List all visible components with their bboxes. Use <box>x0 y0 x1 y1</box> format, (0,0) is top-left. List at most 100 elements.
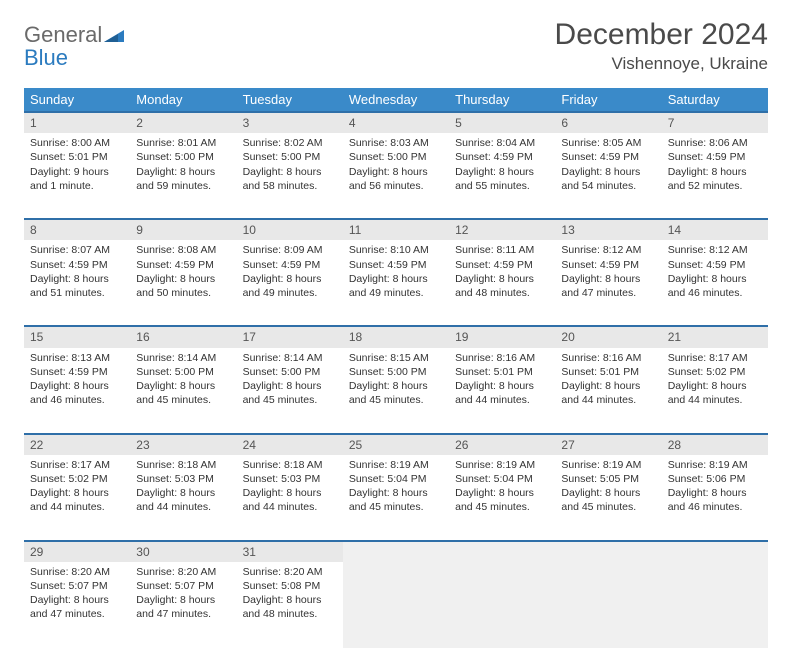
daylight-text: Daylight: 8 hours and 44 minutes. <box>243 486 337 514</box>
sunrise-text: Sunrise: 8:19 AM <box>668 458 762 472</box>
day-content-cell: Sunrise: 8:19 AMSunset: 5:04 PMDaylight:… <box>343 455 449 541</box>
day-content-cell: Sunrise: 8:20 AMSunset: 5:07 PMDaylight:… <box>130 562 236 648</box>
sunset-text: Sunset: 4:59 PM <box>243 258 337 272</box>
daylight-text: Daylight: 8 hours and 58 minutes. <box>243 165 337 193</box>
sunrise-text: Sunrise: 8:14 AM <box>243 351 337 365</box>
sunrise-text: Sunrise: 8:19 AM <box>349 458 443 472</box>
sunrise-text: Sunrise: 8:17 AM <box>668 351 762 365</box>
day-content-cell: Sunrise: 8:01 AMSunset: 5:00 PMDaylight:… <box>130 133 236 219</box>
sunset-text: Sunset: 5:00 PM <box>136 365 230 379</box>
sunset-text: Sunset: 5:08 PM <box>243 579 337 593</box>
sunset-text: Sunset: 4:59 PM <box>668 150 762 164</box>
day-content-row: Sunrise: 8:00 AMSunset: 5:01 PMDaylight:… <box>24 133 768 219</box>
sunrise-text: Sunrise: 8:16 AM <box>561 351 655 365</box>
sunset-text: Sunset: 4:59 PM <box>349 258 443 272</box>
sunrise-text: Sunrise: 8:12 AM <box>561 243 655 257</box>
location: Vishennoye, Ukraine <box>555 54 768 74</box>
logo-text-blue: Blue <box>24 45 68 70</box>
day-number-cell: 25 <box>343 434 449 455</box>
day-content-row: Sunrise: 8:17 AMSunset: 5:02 PMDaylight:… <box>24 455 768 541</box>
sunset-text: Sunset: 4:59 PM <box>668 258 762 272</box>
day-content-cell: Sunrise: 8:00 AMSunset: 5:01 PMDaylight:… <box>24 133 130 219</box>
day-number-cell <box>449 541 555 562</box>
day-number-cell: 8 <box>24 219 130 240</box>
weekday-header: Wednesday <box>343 88 449 112</box>
sunrise-text: Sunrise: 8:01 AM <box>136 136 230 150</box>
day-number-cell <box>343 541 449 562</box>
weekday-header: Saturday <box>662 88 768 112</box>
day-content-cell <box>449 562 555 648</box>
day-content-cell: Sunrise: 8:06 AMSunset: 4:59 PMDaylight:… <box>662 133 768 219</box>
sunrise-text: Sunrise: 8:08 AM <box>136 243 230 257</box>
day-number-cell: 18 <box>343 326 449 347</box>
day-content-cell: Sunrise: 8:18 AMSunset: 5:03 PMDaylight:… <box>237 455 343 541</box>
sunset-text: Sunset: 5:05 PM <box>561 472 655 486</box>
day-content-cell: Sunrise: 8:05 AMSunset: 4:59 PMDaylight:… <box>555 133 661 219</box>
weekday-header: Monday <box>130 88 236 112</box>
logo: General Blue <box>24 18 124 70</box>
day-number-cell: 22 <box>24 434 130 455</box>
day-content-cell: Sunrise: 8:14 AMSunset: 5:00 PMDaylight:… <box>237 348 343 434</box>
day-content-cell <box>662 562 768 648</box>
day-number-cell <box>555 541 661 562</box>
day-content-cell: Sunrise: 8:18 AMSunset: 5:03 PMDaylight:… <box>130 455 236 541</box>
logo-mark-icon <box>104 29 124 46</box>
sunset-text: Sunset: 4:59 PM <box>561 258 655 272</box>
day-content-cell: Sunrise: 8:19 AMSunset: 5:04 PMDaylight:… <box>449 455 555 541</box>
sunset-text: Sunset: 5:00 PM <box>243 150 337 164</box>
sunrise-text: Sunrise: 8:10 AM <box>349 243 443 257</box>
sunset-text: Sunset: 5:04 PM <box>455 472 549 486</box>
sunrise-text: Sunrise: 8:05 AM <box>561 136 655 150</box>
day-number-row: 22232425262728 <box>24 434 768 455</box>
daylight-text: Daylight: 8 hours and 48 minutes. <box>455 272 549 300</box>
daylight-text: Daylight: 8 hours and 49 minutes. <box>349 272 443 300</box>
daylight-text: Daylight: 8 hours and 44 minutes. <box>136 486 230 514</box>
sunrise-text: Sunrise: 8:13 AM <box>30 351 124 365</box>
day-content-cell: Sunrise: 8:11 AMSunset: 4:59 PMDaylight:… <box>449 240 555 326</box>
title-block: December 2024 Vishennoye, Ukraine <box>555 18 768 74</box>
day-number-cell <box>662 541 768 562</box>
sunrise-text: Sunrise: 8:20 AM <box>30 565 124 579</box>
logo-text-block: General Blue <box>24 24 124 70</box>
sunset-text: Sunset: 5:04 PM <box>349 472 443 486</box>
sunset-text: Sunset: 4:59 PM <box>455 150 549 164</box>
sunrise-text: Sunrise: 8:06 AM <box>668 136 762 150</box>
day-number-cell: 30 <box>130 541 236 562</box>
day-content-cell: Sunrise: 8:14 AMSunset: 5:00 PMDaylight:… <box>130 348 236 434</box>
day-content-row: Sunrise: 8:20 AMSunset: 5:07 PMDaylight:… <box>24 562 768 648</box>
day-number-cell: 2 <box>130 112 236 133</box>
sunrise-text: Sunrise: 8:20 AM <box>136 565 230 579</box>
day-content-cell: Sunrise: 8:12 AMSunset: 4:59 PMDaylight:… <box>662 240 768 326</box>
daylight-text: Daylight: 8 hours and 44 minutes. <box>455 379 549 407</box>
sunset-text: Sunset: 5:07 PM <box>136 579 230 593</box>
sunset-text: Sunset: 5:01 PM <box>30 150 124 164</box>
day-number-cell: 20 <box>555 326 661 347</box>
day-content-cell <box>343 562 449 648</box>
sunset-text: Sunset: 4:59 PM <box>30 258 124 272</box>
day-number-cell: 3 <box>237 112 343 133</box>
sunset-text: Sunset: 5:02 PM <box>30 472 124 486</box>
day-content-cell: Sunrise: 8:15 AMSunset: 5:00 PMDaylight:… <box>343 348 449 434</box>
day-content-cell: Sunrise: 8:20 AMSunset: 5:08 PMDaylight:… <box>237 562 343 648</box>
sunrise-text: Sunrise: 8:02 AM <box>243 136 337 150</box>
sunset-text: Sunset: 4:59 PM <box>561 150 655 164</box>
day-number-cell: 1 <box>24 112 130 133</box>
daylight-text: Daylight: 8 hours and 46 minutes. <box>668 486 762 514</box>
daylight-text: Daylight: 8 hours and 54 minutes. <box>561 165 655 193</box>
day-number-cell: 15 <box>24 326 130 347</box>
sunrise-text: Sunrise: 8:16 AM <box>455 351 549 365</box>
daylight-text: Daylight: 9 hours and 1 minute. <box>30 165 124 193</box>
sunset-text: Sunset: 5:01 PM <box>561 365 655 379</box>
day-number-cell: 27 <box>555 434 661 455</box>
sunrise-text: Sunrise: 8:09 AM <box>243 243 337 257</box>
sunrise-text: Sunrise: 8:04 AM <box>455 136 549 150</box>
day-content-cell: Sunrise: 8:19 AMSunset: 5:06 PMDaylight:… <box>662 455 768 541</box>
day-content-cell: Sunrise: 8:03 AMSunset: 5:00 PMDaylight:… <box>343 133 449 219</box>
day-number-cell: 31 <box>237 541 343 562</box>
sunset-text: Sunset: 5:00 PM <box>349 365 443 379</box>
day-content-cell: Sunrise: 8:13 AMSunset: 4:59 PMDaylight:… <box>24 348 130 434</box>
daylight-text: Daylight: 8 hours and 44 minutes. <box>30 486 124 514</box>
day-number-cell: 6 <box>555 112 661 133</box>
day-number-cell: 14 <box>662 219 768 240</box>
sunset-text: Sunset: 4:59 PM <box>30 365 124 379</box>
